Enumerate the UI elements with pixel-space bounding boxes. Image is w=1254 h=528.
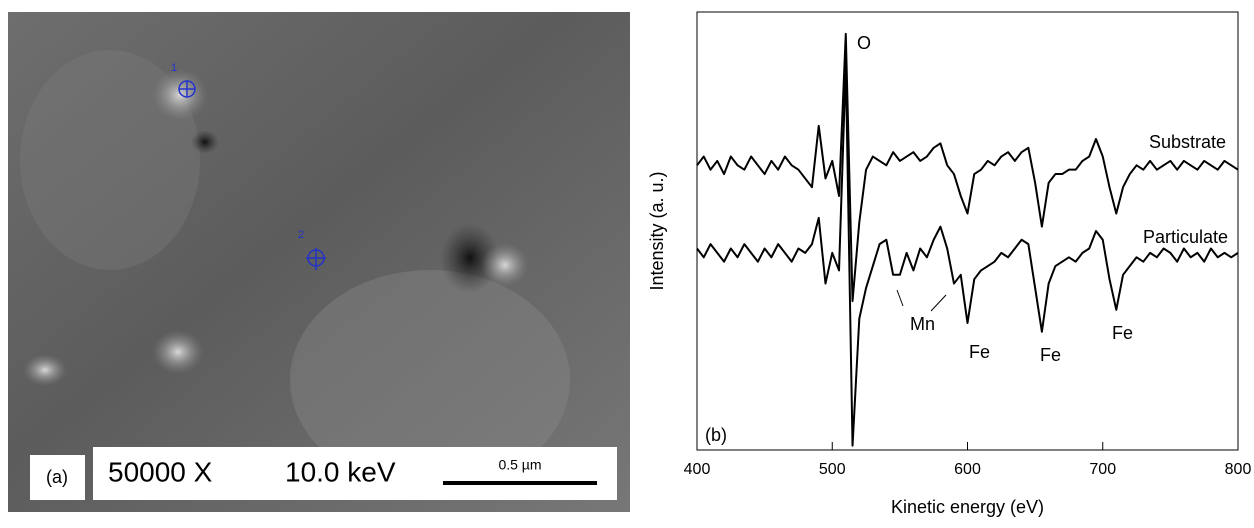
- x-tick-label: 400: [684, 461, 711, 478]
- chart: 400 500 600 700 800 Kinetic energy (eV) Intens…: [647, 11, 1252, 517]
- x-axis-label: Kinetic energy (eV): [891, 497, 1044, 517]
- x-tick-label: 800: [1225, 461, 1252, 478]
- magnification: 50000 X: [108, 456, 213, 487]
- y-axis-label: Intensity (a. u.): [647, 171, 667, 290]
- x-tick-label: 600: [954, 461, 981, 478]
- x-tick-label: 700: [1089, 461, 1116, 478]
- annotation: Fe: [1040, 345, 1061, 365]
- x-tick-label: 500: [819, 461, 846, 478]
- panel-label: (a): [46, 467, 68, 487]
- sem-image: 1 2 (a) 50000 X 10.0 keV 0.5 µm: [8, 12, 630, 512]
- annotation: Fe: [1112, 323, 1133, 343]
- series-label: Substrate: [1149, 132, 1226, 152]
- annotation: Fe: [969, 342, 990, 362]
- spectrum-line: [696, 63, 1239, 447]
- panel-label: (b): [705, 425, 727, 445]
- pointer: [896, 289, 904, 307]
- point-label: 1: [171, 62, 177, 74]
- series-label: Particulate: [1143, 227, 1228, 247]
- voltage: 10.0 keV: [285, 456, 396, 487]
- scale-bar-label: 0.5 µm: [498, 457, 541, 473]
- annotation: Mn: [910, 314, 935, 334]
- annotation: O: [857, 33, 871, 53]
- spectrum-line: [696, 32, 1239, 303]
- pointer: [930, 294, 947, 312]
- point-label: 2: [298, 229, 304, 241]
